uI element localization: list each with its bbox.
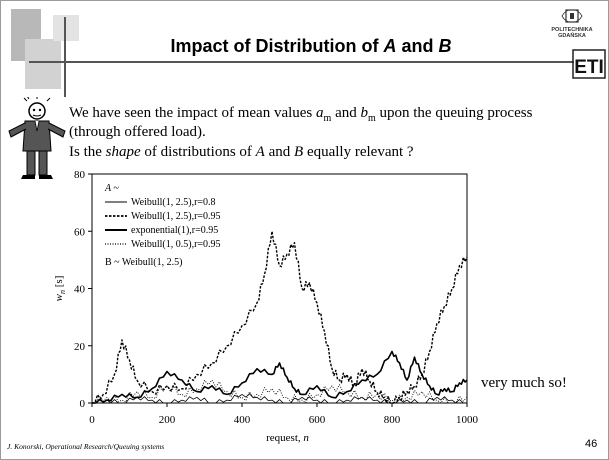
- text-segment: of distributions of: [140, 144, 256, 160]
- faculty-logo: ETI: [572, 49, 606, 79]
- page-number: 46: [585, 438, 598, 450]
- legend-entry: Weibull(1, 0.5),r=0.95: [131, 239, 221, 250]
- text-segment: Is the: [69, 144, 106, 160]
- thinking-person-icon: [8, 97, 66, 179]
- decorative-square: [25, 39, 61, 89]
- slide-title: Impact of Distribution of A and B: [121, 36, 501, 57]
- series-line: [92, 393, 467, 404]
- var-am-sub: m: [323, 113, 332, 124]
- emphasis-shape: shape: [105, 144, 141, 160]
- y-axis-label-var: w: [53, 293, 65, 301]
- x-tick-label: 0: [89, 414, 95, 426]
- y-tick-label: 80: [74, 169, 86, 181]
- y-axis-label-unit: [s]: [53, 276, 65, 290]
- university-logo-text: POLITECHNIKA GDAŃSKA: [538, 27, 606, 39]
- y-axis-label: wn [s]: [53, 276, 67, 302]
- legend-footer: B ~ Weibull(1, 2.5): [105, 257, 182, 268]
- university-logo: POLITECHNIKA GDAŃSKA: [538, 7, 606, 49]
- footer-credit: J. Konorski, Operational Research/Queuin…: [7, 442, 165, 451]
- logo-line-1: POLITECHNIKA: [551, 27, 593, 33]
- legend-entry: Weibull(1, 2.5),r=0.8: [131, 197, 216, 208]
- x-tick-label: 600: [309, 414, 326, 426]
- text-segment: and: [264, 144, 295, 160]
- x-axis-label-var: n: [303, 432, 309, 444]
- legend-entry: Weibull(1, 2.5),r=0.95: [131, 211, 221, 222]
- series-line: [92, 230, 468, 404]
- title-and: and: [396, 36, 439, 56]
- university-emblem-icon: [561, 9, 583, 23]
- text-segment: and: [331, 105, 361, 121]
- var-bm-sub: m: [367, 113, 376, 124]
- text-line-3: Is the shape of distributions of A and B…: [69, 144, 414, 161]
- title-var-a: A: [383, 36, 397, 56]
- logo-line-2: GDAŃSKA: [558, 33, 586, 39]
- title-underline: [29, 61, 574, 63]
- series-line: [92, 350, 468, 404]
- text-line-2: (through offered load).: [69, 124, 206, 140]
- y-tick-label: 20: [74, 341, 86, 353]
- faculty-logo-text: ETI: [574, 57, 604, 78]
- title-text: Impact of Distribution of: [170, 36, 384, 56]
- var-a: A: [255, 144, 265, 160]
- x-tick-label: 800: [384, 414, 401, 426]
- var-am: a: [316, 105, 324, 121]
- var-b: B: [294, 144, 304, 160]
- legend-header: A ~: [104, 183, 119, 194]
- text-line-1: We have seen the impact of mean values a…: [69, 105, 532, 124]
- title-var-b: B: [438, 36, 452, 56]
- x-tick-label: 1000: [456, 414, 479, 426]
- y-tick-label: 0: [80, 398, 86, 410]
- y-axis-label-sub: n: [58, 290, 67, 294]
- var-bm: b: [360, 105, 368, 121]
- legend-entry: exponential(1),r=0.95: [131, 225, 218, 236]
- x-axis-label-text: request,: [266, 432, 303, 444]
- x-axis-label: request, n: [266, 432, 309, 444]
- x-tick-label: 400: [234, 414, 251, 426]
- annotation-text: very much so!: [481, 375, 567, 391]
- decorative-square: [53, 15, 79, 41]
- y-tick-label: 60: [74, 226, 86, 238]
- text-segment: equally relevant ?: [303, 144, 414, 160]
- decorative-vertical-line: [64, 17, 66, 97]
- text-segment: We have seen the impact of mean values: [69, 105, 317, 121]
- series-line: [92, 379, 468, 404]
- y-tick-label: 40: [74, 284, 86, 296]
- text-segment: upon the queuing process: [375, 105, 533, 121]
- x-tick-label: 200: [159, 414, 176, 426]
